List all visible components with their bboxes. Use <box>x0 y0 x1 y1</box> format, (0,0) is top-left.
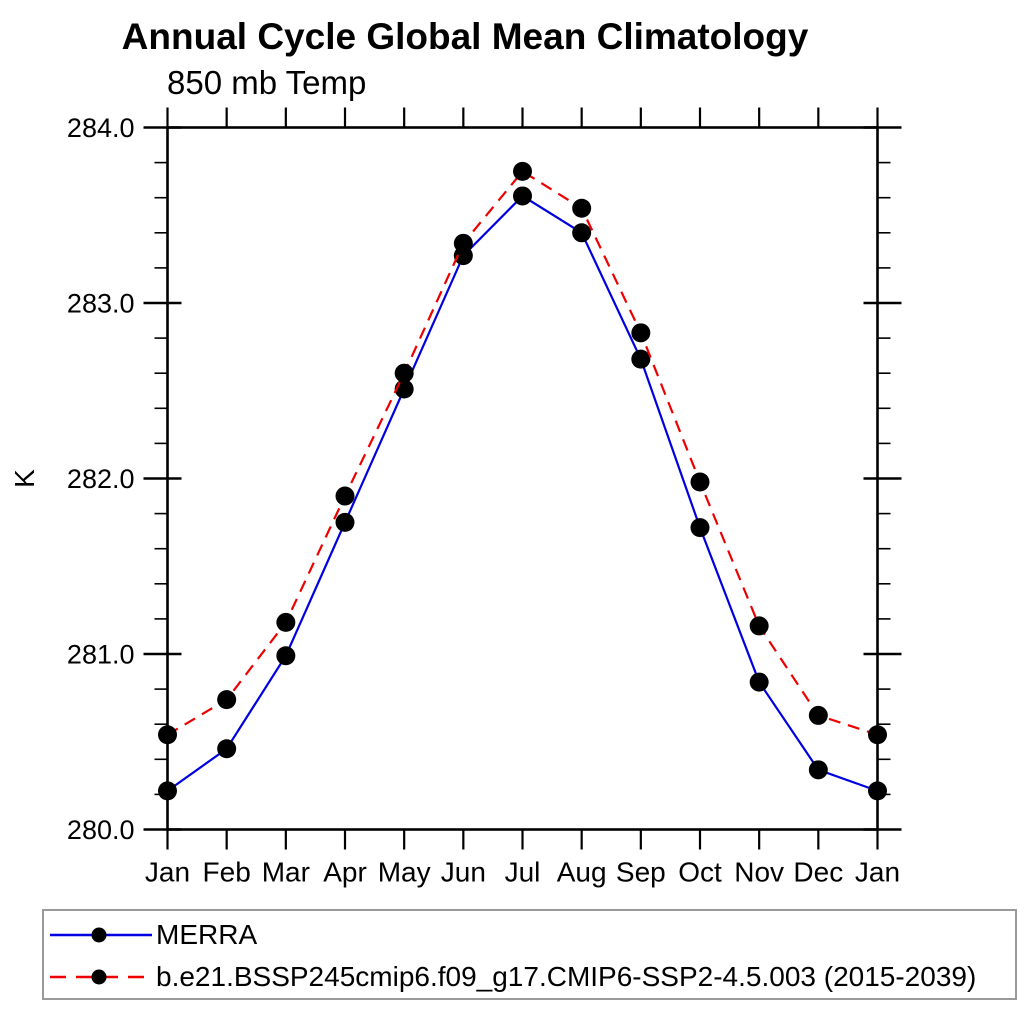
svg-text:283.0: 283.0 <box>67 288 135 318</box>
svg-text:Mar: Mar <box>262 857 310 888</box>
y-axis-label: K <box>9 469 40 488</box>
svg-text:280.0: 280.0 <box>67 815 135 845</box>
svg-text:Jul: Jul <box>505 857 541 888</box>
svg-text:Jun: Jun <box>441 857 486 888</box>
svg-text:281.0: 281.0 <box>67 639 135 669</box>
svg-text:Jan: Jan <box>855 857 900 888</box>
legend-row-merra: MERRA <box>44 914 1015 956</box>
svg-text:Nov: Nov <box>734 857 784 888</box>
svg-text:284.0: 284.0 <box>67 113 135 143</box>
svg-text:282.0: 282.0 <box>67 464 135 494</box>
legend-label-model: b.e21.BSSP245cmip6.f09_g17.CMIP6-SSP2-4.… <box>156 960 977 992</box>
svg-text:Jan: Jan <box>145 857 190 888</box>
merra-marker-icon <box>91 927 107 942</box>
svg-text:Oct: Oct <box>678 857 722 888</box>
svg-text:Apr: Apr <box>323 857 367 888</box>
merra-line-sample <box>50 927 152 942</box>
chart-title: Annual Cycle Global Mean Climatology <box>121 16 809 57</box>
svg-text:Aug: Aug <box>557 857 607 888</box>
svg-text:Dec: Dec <box>793 857 843 888</box>
svg-text:Sep: Sep <box>616 857 666 888</box>
legend-row-model: b.e21.BSSP245cmip6.f09_g17.CMIP6-SSP2-4.… <box>44 956 1015 998</box>
legend-label-merra: MERRA <box>156 918 258 950</box>
chart-subtitle: 850 mb Temp <box>167 64 367 101</box>
model-marker-icon <box>91 969 107 984</box>
chart-legend: MERRA b.e21.BSSP245cmip6.f09_g17.CMIP6-S… <box>42 909 1017 1000</box>
svg-text:May: May <box>378 857 431 888</box>
svg-text:Feb: Feb <box>203 857 251 888</box>
model-line-sample <box>50 969 152 984</box>
